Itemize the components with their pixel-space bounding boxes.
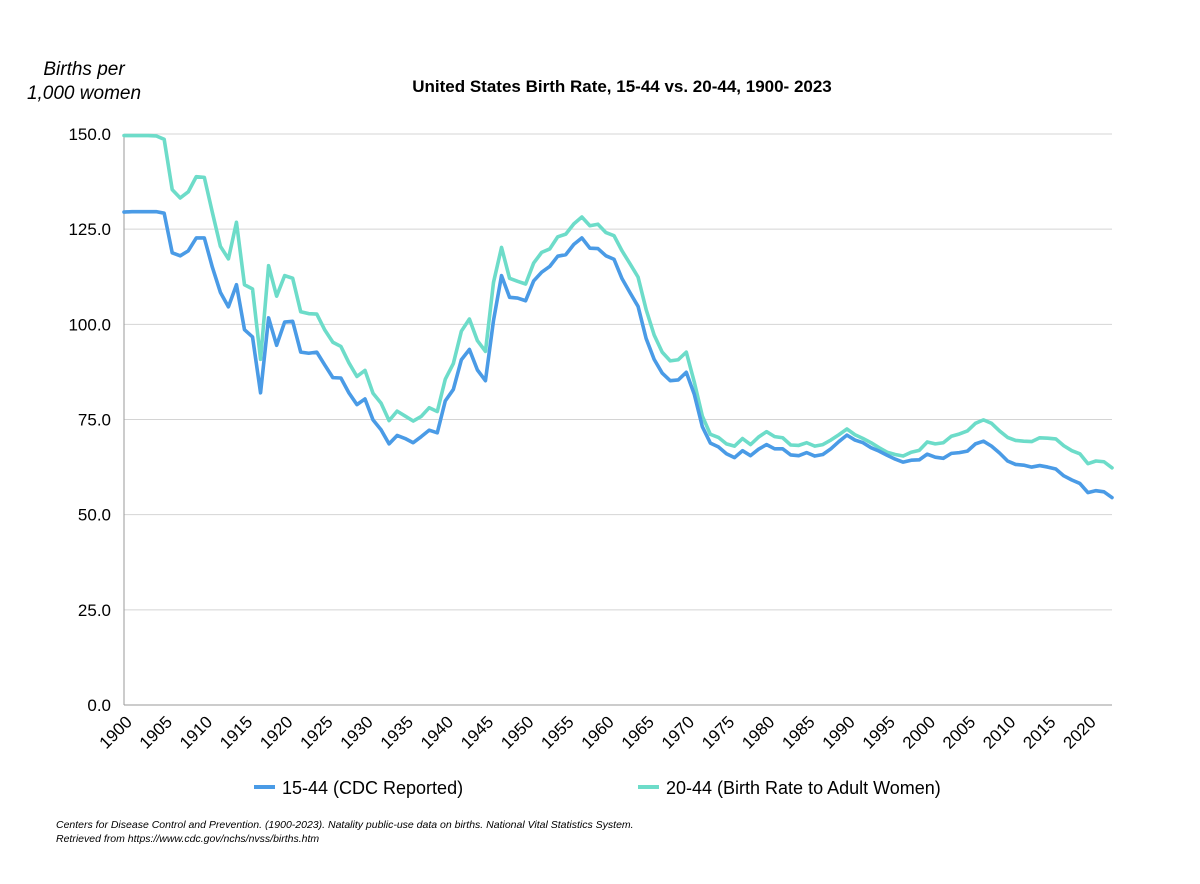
x-tick-label: 2010 xyxy=(979,712,1019,752)
y-axis-label-line-1: Births per xyxy=(43,59,125,80)
x-tick-label: 1935 xyxy=(377,712,417,752)
legend-label-15-44: 15-44 (CDC Reported) xyxy=(282,778,463,798)
y-tick-label: 125.0 xyxy=(68,220,111,239)
y-tick-label: 25.0 xyxy=(78,601,111,620)
source-citation-line-2: Retrieved from https://www.cdc.gov/nchs/… xyxy=(56,833,320,845)
x-tick-label: 2000 xyxy=(899,712,939,752)
x-tick-label: 1970 xyxy=(658,712,698,752)
x-tick-label: 2020 xyxy=(1060,712,1100,752)
gridlines xyxy=(123,133,1112,706)
x-tick-label: 1930 xyxy=(337,712,377,752)
x-tick-label: 1910 xyxy=(176,712,216,752)
series-lines xyxy=(122,133,1114,500)
x-tick-label: 1960 xyxy=(578,712,618,752)
x-tick-label: 1950 xyxy=(497,712,537,752)
series-line-15-44 xyxy=(122,209,1114,500)
x-tick-label: 1920 xyxy=(256,712,296,752)
x-tick-label: 1905 xyxy=(136,712,176,752)
legend-label-20-44: 20-44 (Birth Rate to Adult Women) xyxy=(666,778,941,798)
legend: 15-44 (CDC Reported) 20-44 (Birth Rate t… xyxy=(254,778,941,798)
x-tick-label: 1995 xyxy=(859,712,899,752)
x-tick-label: 1915 xyxy=(216,712,256,752)
x-tick-label: 1945 xyxy=(457,712,497,752)
x-tick-label: 1940 xyxy=(417,712,457,752)
source-citation-line-1: Centers for Disease Control and Preventi… xyxy=(56,819,634,831)
x-tick-label: 1955 xyxy=(537,712,577,752)
source-citation: Centers for Disease Control and Preventi… xyxy=(56,818,634,846)
x-axis-ticks: 1900 1905 1910 1915 1920 1925 1930 1935 1940 1945… xyxy=(96,712,1100,752)
y-tick-label: 150.0 xyxy=(68,125,111,144)
x-tick-label: 1965 xyxy=(618,712,658,752)
series-line-20-44 xyxy=(122,133,1114,470)
x-tick-label: 2005 xyxy=(939,712,979,752)
chart-title: United States Birth Rate, 15-44 vs. 20-4… xyxy=(412,77,832,96)
x-tick-label: 1985 xyxy=(778,712,818,752)
x-tick-label: 1980 xyxy=(738,712,778,752)
y-tick-label: 0.0 xyxy=(87,696,111,715)
y-axis-label-line-2: 1,000 women xyxy=(27,83,141,104)
x-tick-label: 1925 xyxy=(296,712,336,752)
y-tick-label: 75.0 xyxy=(78,411,111,430)
x-tick-label: 1990 xyxy=(819,712,859,752)
x-tick-label: 2015 xyxy=(1019,712,1059,752)
y-axis-ticks: 0.0 25.0 50.0 75.0 100.0 125.0 150.0 xyxy=(68,125,111,715)
x-tick-label: 1900 xyxy=(96,712,136,752)
y-tick-label: 50.0 xyxy=(78,506,111,525)
y-tick-label: 100.0 xyxy=(68,315,111,334)
x-tick-label: 1975 xyxy=(698,712,738,752)
